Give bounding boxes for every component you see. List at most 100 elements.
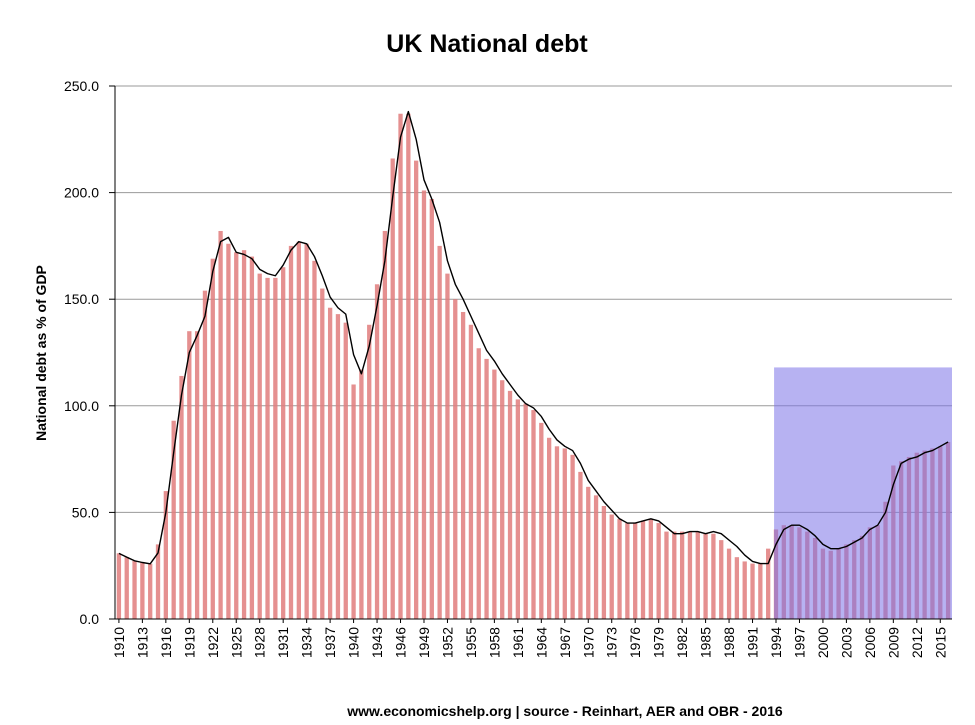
- bar-1961: [515, 399, 520, 619]
- x-tick-label-1916: 1916: [158, 627, 174, 658]
- x-tick-label-1967: 1967: [557, 627, 573, 658]
- bar-1990: [742, 561, 747, 619]
- bar-1925: [234, 252, 239, 620]
- bar-1955: [468, 324, 474, 619]
- bar-1952: [445, 273, 450, 619]
- x-tick-label-1946: 1946: [393, 627, 409, 658]
- bar-1950: [429, 199, 434, 619]
- bar-1968: [570, 454, 575, 619]
- x-tick-label-1964: 1964: [533, 627, 549, 658]
- bar-1938: [335, 314, 341, 619]
- bar-1913: [140, 562, 145, 619]
- line-series: [118, 110, 949, 565]
- y-tick-labels: 0.0 50.0 100.0 150.0 200.0 250.0: [64, 78, 99, 627]
- bar-1978: [648, 518, 653, 619]
- bar-1931: [281, 267, 286, 619]
- bar-1977: [640, 520, 646, 619]
- y-tick-label-1: 50.0: [72, 504, 99, 520]
- bar-1986: [711, 533, 716, 619]
- bar-1916: [163, 491, 168, 619]
- bar-1939: [343, 322, 348, 619]
- bar-1923: [218, 230, 223, 620]
- bar-1985: [703, 533, 708, 619]
- y-tick-label-2: 100.0: [64, 398, 99, 414]
- y-tick-label-0: 0.0: [80, 611, 100, 627]
- bar-1920: [194, 331, 200, 619]
- bar-1983: [687, 531, 693, 619]
- x-tick-label-1994: 1994: [768, 627, 784, 658]
- bar-1984: [695, 531, 700, 619]
- x-tick-label-1940: 1940: [346, 627, 362, 658]
- x-tick-label-1958: 1958: [486, 627, 502, 658]
- bar-1965: [546, 437, 552, 619]
- bar-1943: [374, 284, 380, 619]
- y-axis-label: National debt as % of GDP: [33, 265, 49, 441]
- bar-1911: [124, 557, 129, 619]
- x-tick-label-1961: 1961: [510, 627, 526, 658]
- x-tick-label-2000: 2000: [815, 627, 831, 658]
- bar-1982: [679, 531, 685, 619]
- bar-1960: [507, 390, 513, 619]
- y-tick-label-3: 150.0: [64, 291, 99, 307]
- bar-1981: [672, 531, 677, 619]
- source-footer: www.economicshelp.org | source - Reinhar…: [346, 703, 783, 719]
- y-tick-label-5: 250.0: [64, 78, 99, 94]
- bar-1964: [539, 422, 544, 619]
- bar-1926: [241, 250, 247, 619]
- bar-1987: [719, 540, 724, 619]
- x-tick-label-1910: 1910: [111, 627, 127, 658]
- x-tick-label-1943: 1943: [369, 627, 385, 658]
- highlight-region: [774, 367, 952, 619]
- bar-1991: [750, 563, 755, 619]
- bar-1989: [734, 557, 740, 619]
- x-tick-label-1928: 1928: [252, 627, 268, 658]
- bar-1915: [155, 544, 161, 619]
- x-tick-label-1934: 1934: [299, 627, 315, 658]
- bar-1948: [414, 160, 419, 619]
- x-tick-label-1985: 1985: [698, 627, 714, 658]
- x-tick-labels: 1910 1913 1916 1919 1922 1925 1928 1931 1934 1937…: [111, 627, 948, 658]
- x-tick-label-1955: 1955: [463, 627, 479, 658]
- bar-1935: [312, 260, 317, 619]
- bar-1922: [210, 258, 215, 619]
- bar-1914: [148, 563, 153, 619]
- x-tick-label-2003: 2003: [838, 627, 854, 658]
- bar-1979: [656, 523, 661, 619]
- x-tick-label-1973: 1973: [604, 627, 620, 658]
- x-tick-label-1925: 1925: [228, 627, 244, 658]
- bar-1924: [226, 243, 231, 619]
- bar-1910: [116, 553, 122, 619]
- bar-1970: [586, 486, 591, 619]
- bar-1988: [726, 548, 732, 619]
- bar-1946: [398, 113, 403, 619]
- bar-1921: [202, 290, 208, 619]
- bar-1957: [484, 358, 489, 619]
- bar-1947: [406, 113, 411, 619]
- bar-1992: [758, 563, 763, 619]
- bar-1980: [664, 531, 669, 619]
- chart-title: UK National debt: [386, 30, 588, 58]
- x-tick-label-2015: 2015: [932, 627, 948, 658]
- bar-1941: [359, 369, 364, 619]
- bar-1953: [453, 299, 458, 619]
- bar-1993: [766, 548, 771, 619]
- bar-1932: [288, 245, 294, 619]
- line-path: [118, 110, 949, 565]
- bar-1929: [265, 277, 270, 619]
- x-tick-label-1988: 1988: [721, 627, 737, 658]
- bar-1967: [562, 448, 567, 619]
- bar-1976: [633, 523, 638, 619]
- x-tick-label-1970: 1970: [580, 627, 596, 658]
- x-tick-label-1952: 1952: [439, 627, 455, 658]
- bar-1919: [187, 331, 192, 619]
- bar-1940: [351, 384, 356, 619]
- bar-1975: [625, 523, 630, 619]
- x-tick-label-1913: 1913: [134, 627, 150, 658]
- bar-1959: [500, 380, 505, 619]
- bar-1974: [617, 518, 622, 619]
- bar-1969: [578, 471, 583, 619]
- bar-1937: [327, 307, 333, 619]
- bar-1918: [179, 375, 184, 619]
- bar-1917: [171, 420, 176, 619]
